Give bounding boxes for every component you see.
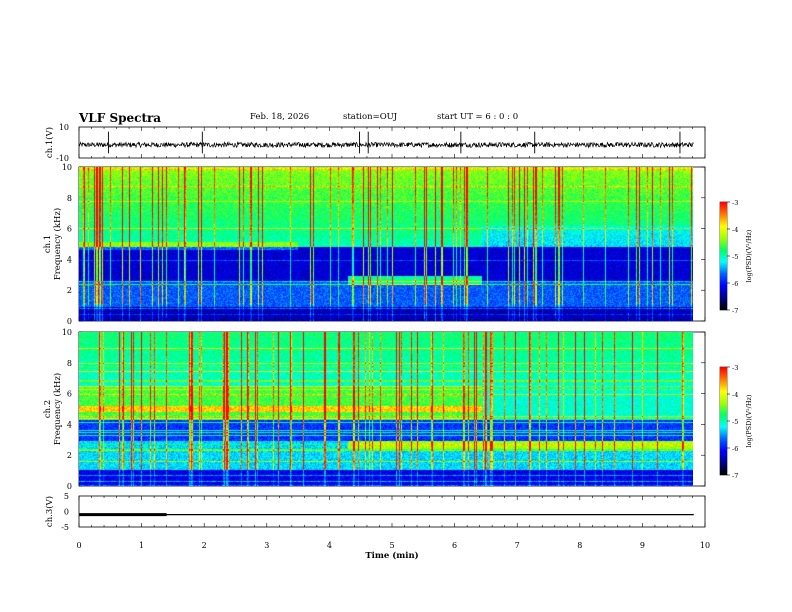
- x-tick-label: 4: [327, 541, 332, 550]
- ch1-colorbar-tick-label: -6: [732, 280, 738, 288]
- x-axis-label: Time (min): [365, 550, 418, 561]
- ch2-colorbar-tick-label: -5: [732, 418, 738, 426]
- ch1-colorbar-tick-label: -3: [732, 199, 738, 207]
- ch1-waveform-line: [78, 141, 694, 149]
- ch2-spec-ytick-label: 0: [67, 482, 72, 491]
- ch3-ytick-label: 5: [64, 492, 69, 501]
- ch1-spec-ytick-label: 0: [67, 317, 72, 326]
- c3-frame: [78, 495, 706, 528]
- ch1-colorbar-label: log(PSD)(V²/Hz): [745, 229, 753, 282]
- ch2-spec-ytick-label: 6: [67, 390, 72, 399]
- ch2-colorbar-tick-label: -4: [732, 391, 738, 399]
- ch1-spec-ylabel: Frequency (kHz): [52, 208, 63, 280]
- x-tick-label: 2: [202, 541, 207, 550]
- ch1-spec-ytick-label: 4: [67, 255, 72, 264]
- ch1-colorbar-image: [720, 202, 727, 310]
- ch1-colorbar-tick-label: -5: [732, 253, 738, 261]
- ch2-spec-ytick-label: 10: [62, 328, 72, 337]
- ch2-colorbar-image: [720, 367, 727, 475]
- station-label: station=OUJ: [343, 112, 398, 122]
- ch1-spec-ytick-label: 10: [62, 163, 72, 172]
- x-tick-label: 9: [640, 541, 645, 550]
- ch2-spec-ytick-label: 4: [67, 420, 72, 429]
- ch3-ytick-label: -5: [61, 523, 69, 532]
- ch2-colorbar-tick-label: -7: [732, 472, 738, 480]
- ch2-colorbar-tick-label: -6: [732, 445, 738, 453]
- ch1-colorbar-tick-label: -4: [732, 226, 738, 234]
- ch2-colorbar-label: log(PSD)(V²/Hz): [745, 394, 753, 447]
- x-tick-label: 7: [515, 541, 520, 550]
- x-tick-label: 1: [139, 541, 144, 550]
- x-tick-label: 10: [700, 541, 710, 550]
- start-ut-label: start UT = 6 : 0 : 0: [437, 112, 519, 122]
- ch2-spec-ylabel-top: ch.2: [43, 400, 53, 418]
- ch1-spectrogram-image: [79, 167, 693, 321]
- ch3-ytick-label: 0: [64, 508, 69, 517]
- x-tick-label: 0: [76, 541, 81, 550]
- x-tick-label: 6: [452, 541, 457, 550]
- ch1-colorbar-tick-label: -7: [732, 307, 738, 315]
- ch2-spec-ytick-label: 8: [67, 359, 72, 368]
- ch2-spec-ytick-label: 2: [67, 451, 72, 460]
- ch1-spec-ylabel-top: ch.1: [43, 235, 53, 253]
- ch1-ytick-label: 10: [59, 123, 69, 132]
- ch1-spec-ytick-label: 2: [67, 286, 72, 295]
- ch1-spec-ytick-label: 8: [67, 194, 72, 203]
- ch2-spectrogram-image: [79, 332, 693, 486]
- ch1-ylabel: ch.1(V): [44, 127, 55, 158]
- ch2-colorbar-tick-label: -3: [732, 364, 738, 372]
- ch1-spec-ytick-label: 6: [67, 225, 72, 234]
- ch2-spec-ylabel: Frequency (kHz): [52, 373, 63, 445]
- date-label: Feb. 18, 2026: [250, 112, 310, 122]
- figure-title: VLF Spectra: [79, 111, 162, 125]
- ch1-ytick-label: -10: [56, 154, 69, 163]
- x-tick-label: 3: [264, 541, 269, 550]
- x-tick-label: 5: [389, 541, 394, 550]
- x-tick-label: 8: [577, 541, 582, 550]
- ch3-ylabel: ch.3(V): [44, 496, 55, 527]
